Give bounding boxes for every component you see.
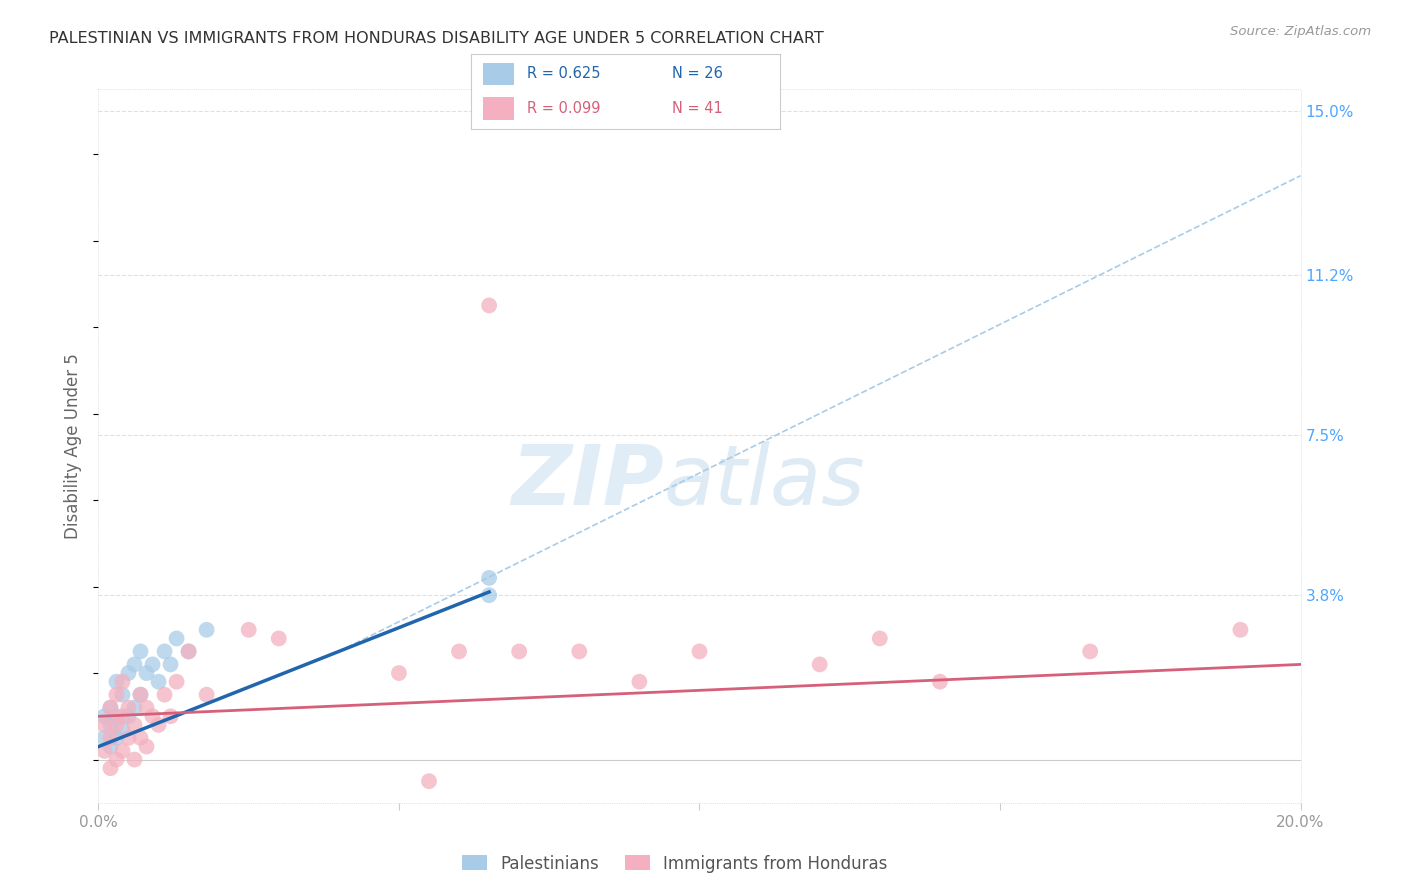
Point xyxy=(153,644,176,658)
Point xyxy=(177,644,200,658)
Point xyxy=(117,700,139,714)
Point xyxy=(100,718,122,732)
Y-axis label: Disability Age Under 5: Disability Age Under 5 xyxy=(65,353,83,539)
Point xyxy=(105,718,128,732)
Point xyxy=(117,666,139,681)
Point xyxy=(124,657,146,672)
Point xyxy=(166,674,188,689)
Point xyxy=(166,632,188,646)
Point xyxy=(153,688,176,702)
Text: N = 41: N = 41 xyxy=(672,102,723,116)
Point xyxy=(135,739,157,754)
Point xyxy=(1078,644,1101,658)
Point xyxy=(148,674,170,689)
Point xyxy=(93,718,115,732)
Point xyxy=(105,731,128,745)
Point xyxy=(129,644,152,658)
Point xyxy=(1229,623,1251,637)
Point xyxy=(117,709,139,723)
Point xyxy=(111,744,134,758)
Point xyxy=(267,632,290,646)
Point xyxy=(111,674,134,689)
Point xyxy=(124,700,146,714)
Point xyxy=(135,666,157,681)
Point xyxy=(100,731,122,745)
Point xyxy=(869,632,891,646)
Point xyxy=(93,731,115,745)
Point xyxy=(195,688,218,702)
Point xyxy=(129,688,152,702)
Text: R = 0.625: R = 0.625 xyxy=(527,67,600,81)
Point xyxy=(100,739,122,754)
Point xyxy=(478,571,501,585)
Point xyxy=(148,718,170,732)
Point xyxy=(117,731,139,745)
Point xyxy=(568,644,591,658)
Text: R = 0.099: R = 0.099 xyxy=(527,102,600,116)
Point xyxy=(195,623,218,637)
Point xyxy=(447,644,470,658)
Point xyxy=(141,657,163,672)
Point xyxy=(105,709,128,723)
Point xyxy=(100,761,122,775)
Point xyxy=(418,774,440,789)
Text: atlas: atlas xyxy=(664,442,865,522)
Point xyxy=(100,700,122,714)
Point xyxy=(129,731,152,745)
Point xyxy=(124,718,146,732)
Point xyxy=(111,709,134,723)
Point xyxy=(100,700,122,714)
Text: ZIP: ZIP xyxy=(510,442,664,522)
Point xyxy=(105,688,128,702)
Point xyxy=(508,644,530,658)
Point xyxy=(111,723,134,737)
Text: N = 26: N = 26 xyxy=(672,67,723,81)
Point xyxy=(93,744,115,758)
Point xyxy=(135,700,157,714)
Point xyxy=(141,709,163,723)
Point xyxy=(159,709,181,723)
Bar xyxy=(484,62,515,86)
Point xyxy=(238,623,260,637)
Text: PALESTINIAN VS IMMIGRANTS FROM HONDURAS DISABILITY AGE UNDER 5 CORRELATION CHART: PALESTINIAN VS IMMIGRANTS FROM HONDURAS … xyxy=(49,31,824,46)
Point xyxy=(478,588,501,602)
Point xyxy=(105,753,128,767)
Point xyxy=(929,674,952,689)
Point xyxy=(177,644,200,658)
Point xyxy=(111,688,134,702)
Point xyxy=(129,688,152,702)
Text: Source: ZipAtlas.com: Source: ZipAtlas.com xyxy=(1230,25,1371,38)
Point xyxy=(124,753,146,767)
Bar xyxy=(484,97,515,120)
Legend: Palestinians, Immigrants from Honduras: Palestinians, Immigrants from Honduras xyxy=(456,848,894,880)
Point xyxy=(388,666,411,681)
Point xyxy=(159,657,181,672)
Point xyxy=(105,674,128,689)
Point xyxy=(689,644,711,658)
Point xyxy=(478,298,501,312)
Point xyxy=(628,674,651,689)
Point xyxy=(808,657,831,672)
Point xyxy=(93,709,115,723)
